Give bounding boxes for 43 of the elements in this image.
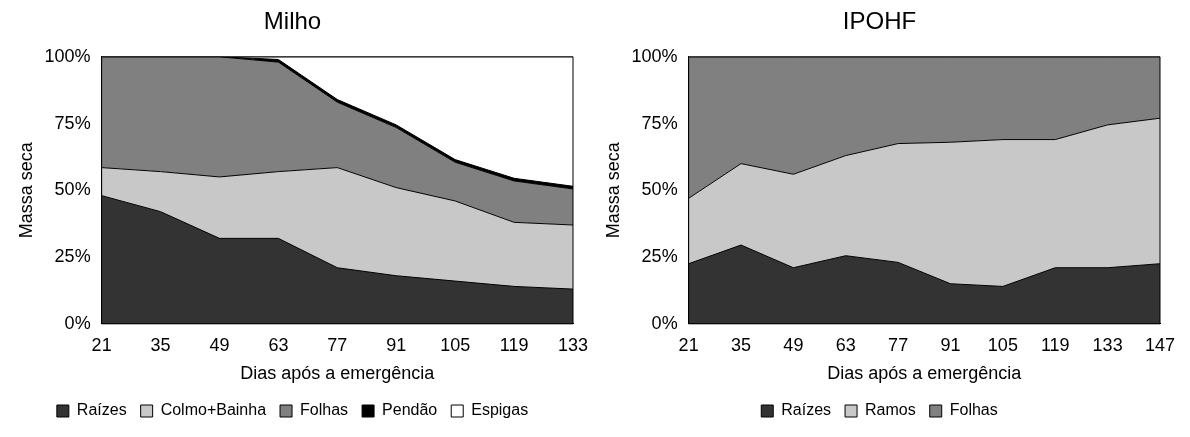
x-tick-label: 133 (1092, 334, 1123, 355)
legend-label: Raízes (76, 401, 127, 419)
y-tick-label: 50% (54, 179, 91, 200)
y-tick-label: 25% (641, 246, 678, 267)
x-tick-label: 91 (386, 334, 407, 355)
x-tick-label: 49 (783, 334, 804, 355)
x-tick-label: 119 (1040, 334, 1070, 355)
x-tick-label: 63 (268, 334, 289, 355)
y-axis-title: Massa seca (602, 141, 623, 239)
legend-label: Espigas (471, 401, 529, 419)
legend-label: Colmo+Bainha (160, 401, 267, 419)
y-tick-label: 0% (651, 312, 678, 333)
x-tick-label: 119 (499, 334, 529, 355)
x-tick-label: 77 (327, 334, 348, 355)
x-tick-label: 21 (91, 334, 112, 355)
x-tick-label: 77 (888, 334, 909, 355)
y-tick-label: 75% (641, 112, 678, 133)
x-tick-label: 91 (940, 334, 961, 355)
legend-label: Ramos (865, 401, 916, 419)
y-tick-label: 75% (54, 112, 91, 133)
y-tick-label: 25% (54, 246, 91, 267)
y-tick-label: 100% (631, 45, 678, 66)
x-axis-title: Dias após a emergência (827, 363, 1023, 384)
x-tick-label: 105 (440, 334, 471, 355)
x-tick-label: 35 (150, 334, 171, 355)
x-tick-label: 49 (209, 334, 230, 355)
legend-label: Raízes (781, 401, 832, 419)
x-tick-label: 63 (835, 334, 856, 355)
legend-label: Folhas (949, 401, 998, 419)
y-axis-title: Massa seca (15, 141, 36, 239)
y-tick-label: 0% (64, 312, 91, 333)
x-axis-title: Dias após a emergência (240, 363, 436, 384)
legend-label: Pendão (382, 401, 438, 419)
chart-title: Milho (263, 7, 322, 35)
chart-title: IPOHF (842, 7, 917, 35)
legend-label: Folhas (300, 401, 349, 419)
y-tick-label: 100% (44, 45, 91, 66)
x-tick-label: 21 (678, 334, 699, 355)
x-tick-label: 147 (1144, 334, 1176, 355)
x-tick-label: 105 (987, 334, 1018, 355)
y-tick-label: 50% (641, 179, 678, 200)
x-tick-label: 133 (557, 334, 589, 355)
x-tick-label: 35 (731, 334, 752, 355)
